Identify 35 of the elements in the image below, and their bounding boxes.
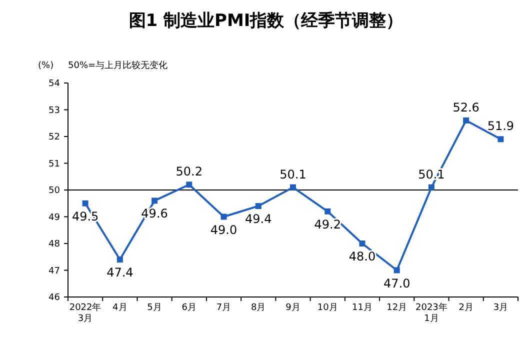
y-tick-label: 48 xyxy=(48,240,60,250)
x-tick-label: 3月 xyxy=(492,303,510,314)
x-tick-label: 8月 xyxy=(250,303,267,314)
x-tick-label: 2022年3月 xyxy=(68,303,102,325)
data-label: 50.1 xyxy=(280,167,306,182)
y-tick-label: 54 xyxy=(48,79,60,89)
x-tick-label: 11月 xyxy=(350,303,374,314)
y-tick-label: 52 xyxy=(48,132,60,142)
x-tick-label: 2月 xyxy=(458,303,474,314)
data-label: 51.9 xyxy=(487,119,514,134)
y-tick-label: 51 xyxy=(48,159,60,170)
data-label: 49.4 xyxy=(245,212,272,226)
data-label: 48.0 xyxy=(348,250,376,264)
x-tick-label: 9月 xyxy=(284,303,302,314)
data-label: 47.4 xyxy=(106,266,134,280)
data-label: 49.2 xyxy=(314,217,341,232)
chart-title: 图1 制造业PMI指数（经季节调整） xyxy=(128,11,404,31)
x-tick-label: 4月 xyxy=(112,303,128,314)
text: 50%=与上月比较无变化 xyxy=(68,60,168,71)
x-tick-label: 5月 xyxy=(146,303,163,314)
y-tick-label: 49 xyxy=(48,212,60,223)
x-tick-label: 6月 xyxy=(180,303,198,314)
x-tick-label: 2023年1月 xyxy=(414,303,448,325)
x-tick-label: 10月 xyxy=(316,303,339,314)
y-tick-label: 47 xyxy=(48,266,60,276)
y-axis-title: (%) xyxy=(38,61,54,71)
data-label: 52.6 xyxy=(452,100,480,114)
y-tick-label: 46 xyxy=(48,293,60,303)
y-tick-label: 53 xyxy=(48,106,60,116)
x-tick-label: 7月 xyxy=(215,303,232,314)
data-label: 49.0 xyxy=(210,222,238,237)
x-tick-label: 12月 xyxy=(386,303,408,314)
y-tick-label: 50 xyxy=(48,186,60,196)
data-label: 50.2 xyxy=(176,164,203,179)
data-label: 47.0 xyxy=(383,276,410,290)
